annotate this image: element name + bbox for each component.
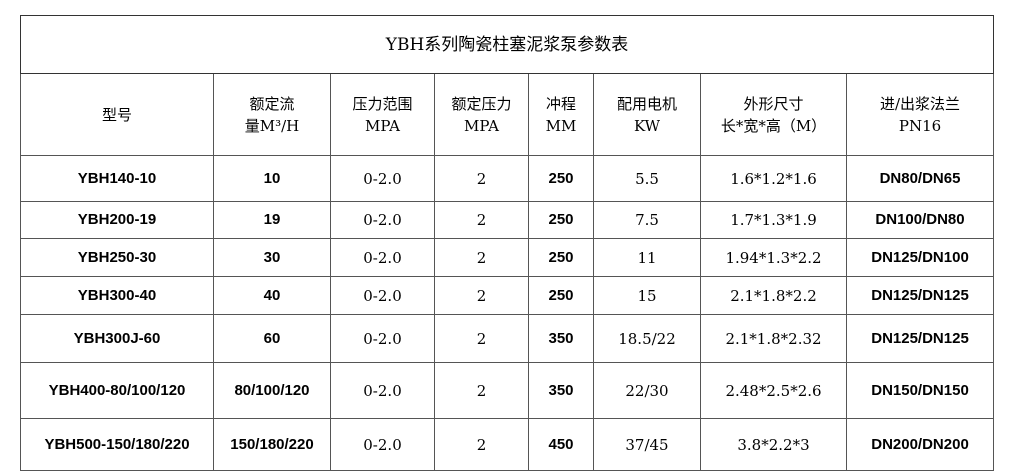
header-text: 进/出浆法兰 — [879, 94, 961, 113]
table-cell: 350 — [528, 362, 594, 419]
table-cell: 18.5/22 — [593, 314, 701, 363]
column-header: 配用电机 KW — [593, 73, 701, 156]
table-cell: 40 — [213, 276, 331, 315]
column-header: 额定流量M³/H — [213, 73, 331, 156]
header-text: 配用电机 — [616, 94, 677, 113]
table-title: YBH系列陶瓷柱塞泥浆泵参数表 — [19, 15, 995, 74]
table-cell: YBH140-10 — [20, 155, 214, 202]
header-text: 型号 — [101, 105, 132, 124]
table-cell: 30 — [213, 238, 331, 277]
table-cell: 2 — [434, 155, 529, 202]
table-row: YBH200-19 19 0-2.0 2 250 7.5 1.7*1.3*1.9 DN100/… — [20, 201, 995, 239]
table-cell: 250 — [528, 155, 594, 202]
table-cell: YBH250-30 — [20, 238, 214, 277]
table-cell: 11 — [593, 238, 701, 277]
column-header: 压力范围 MPA — [330, 73, 435, 156]
header-text: 长*宽*高（M） — [720, 116, 827, 135]
table-cell: 1.94*1.3*2.2 — [700, 238, 847, 277]
table-cell: 250 — [528, 201, 594, 239]
table-cell: DN200/DN200 — [845, 418, 995, 471]
table-cell: DN100/DN80 — [845, 201, 995, 239]
table-cell: DN150/DN150 — [845, 362, 995, 419]
table-cell: 2 — [434, 276, 529, 315]
table-row: YBH500-150/180/220 150/180/220 0-2.0 2 450 37… — [20, 418, 995, 471]
table-cell: 1.7*1.3*1.9 — [700, 201, 847, 239]
column-header: 进/出浆法兰 PN16 — [845, 73, 995, 156]
table-cell: DN125/DN125 — [845, 314, 995, 363]
header-text: KW — [633, 116, 661, 135]
parameter-table: YBH系列陶瓷柱塞泥浆泵参数表 型号 额定流量M³/H 压力范围 MPA 额定压力 MPA… — [19, 15, 995, 471]
table-cell: 2 — [434, 238, 529, 277]
table-cell: YBH300J-60 — [20, 314, 214, 363]
table-cell: 350 — [528, 314, 594, 363]
table-cell: 22/30 — [593, 362, 701, 419]
header-text: 冲程 — [545, 94, 576, 113]
table-cell: 7.5 — [593, 201, 701, 239]
table-cell: 2 — [434, 201, 529, 239]
table-row: YBH140-10 10 0-2.0 2 250 5.5 1.6*1.2*1.6 DN80/D… — [20, 155, 995, 202]
header-text: 量M³/H — [244, 116, 300, 135]
header-text: PN16 — [898, 116, 942, 135]
header-row: 型号 额定流量M³/H 压力范围 MPA 额定压力 MPA 冲程 MM 配用电机 KW 外形尺寸长*… — [20, 73, 995, 156]
table-cell: YBH400-80/100/120 — [20, 362, 214, 419]
header-text: MM — [545, 116, 577, 135]
table-cell: 19 — [213, 201, 331, 239]
table-cell: 1.6*1.2*1.6 — [700, 155, 847, 202]
table-cell: 2.1*1.8*2.2 — [700, 276, 847, 315]
table-cell: 2 — [434, 418, 529, 471]
table-cell: 0-2.0 — [330, 418, 435, 471]
table-cell: 10 — [213, 155, 331, 202]
header-text: 外形尺寸 — [743, 94, 804, 113]
table-cell: 60 — [213, 314, 331, 363]
table-cell: 5.5 — [593, 155, 701, 202]
table-cell: 2.1*1.8*2.32 — [700, 314, 847, 363]
header-text: 额定压力 — [451, 94, 512, 113]
table-row: YBH250-30 30 0-2.0 2 250 11 1.94*1.3*2.2 DN125/… — [20, 238, 995, 277]
table-cell: 80/100/120 — [213, 362, 331, 419]
table-cell: YBH300-40 — [20, 276, 214, 315]
table-row: YBH300J-60 60 0-2.0 2 350 18.5/22 2.1*1.8*2.32… — [20, 314, 995, 363]
table-cell: 2 — [434, 362, 529, 419]
table-cell: 450 — [528, 418, 594, 471]
table-cell: 2.48*2.5*2.6 — [700, 362, 847, 419]
table-cell: 0-2.0 — [330, 238, 435, 277]
column-header: 型号 — [20, 73, 214, 156]
table-cell: 250 — [528, 238, 594, 277]
table-row: YBH400-80/100/120 80/100/120 0-2.0 2 350 22/3… — [20, 362, 995, 419]
header-text: MPA — [464, 116, 499, 135]
table-cell: 0-2.0 — [330, 276, 435, 315]
table-cell: 0-2.0 — [330, 314, 435, 363]
table-cell: 15 — [593, 276, 701, 315]
header-text: MPA — [365, 116, 400, 135]
column-header: 外形尺寸长*宽*高（M） — [700, 73, 847, 156]
header-text: 压力范围 — [352, 94, 413, 113]
table-cell: YBH500-150/180/220 — [20, 418, 214, 471]
column-header: 冲程 MM — [528, 73, 594, 156]
table-row: YBH300-40 40 0-2.0 2 250 15 2.1*1.8*2.2 DN125/D… — [20, 276, 995, 315]
table-cell: DN125/DN125 — [845, 276, 995, 315]
table-cell: DN125/DN100 — [845, 238, 995, 277]
table-cell: 250 — [528, 276, 594, 315]
header-text: 额定流 — [249, 94, 295, 113]
table-cell: 37/45 — [593, 418, 701, 471]
table-cell: 0-2.0 — [330, 201, 435, 239]
column-header: 额定压力 MPA — [434, 73, 529, 156]
table-cell: 150/180/220 — [213, 418, 331, 471]
table-cell: DN80/DN65 — [845, 155, 995, 202]
table-cell: YBH200-19 — [20, 201, 214, 239]
table-cell: 3.8*2.2*3 — [700, 418, 847, 471]
table-cell: 0-2.0 — [330, 362, 435, 419]
table-cell: 0-2.0 — [330, 155, 435, 202]
table-cell: 2 — [434, 314, 529, 363]
